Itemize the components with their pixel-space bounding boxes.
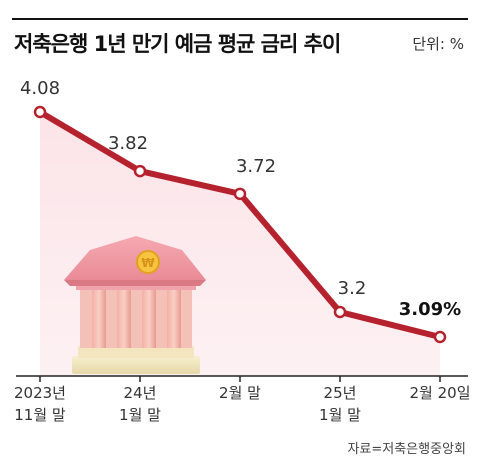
unit-label: 단위: % <box>412 35 464 53</box>
won-coin-icon <box>136 250 160 274</box>
x-tick-label: 1월 말 <box>319 406 361 424</box>
data-label: 3.09% <box>399 299 461 320</box>
data-label: 3.72 <box>236 156 276 177</box>
x-tick-label: 2023년 <box>14 384 66 402</box>
data-label: 4.08 <box>20 78 60 99</box>
source-note: 자료=저축은행중앙회 <box>347 442 466 457</box>
bank-illustration: ₩ <box>64 236 206 374</box>
data-point <box>333 305 347 319</box>
x-tick-label: 25년 <box>324 384 357 402</box>
data-label: 3.82 <box>108 133 148 154</box>
x-tick-label: 1월 말 <box>119 406 161 424</box>
data-point <box>233 187 247 201</box>
x-tick-label: 11월 말 <box>14 406 66 424</box>
data-label: 3.2 <box>338 278 367 299</box>
x-tick-label: 24년 <box>124 384 157 402</box>
x-tick-label: 2월 말 <box>219 384 261 402</box>
x-tick-label: 2월 20일 <box>410 384 471 402</box>
data-point <box>433 330 447 344</box>
data-point <box>133 164 147 178</box>
data-point <box>33 105 47 119</box>
svg-text:₩: ₩ <box>141 256 155 270</box>
chart-title: 저축은행 1년 만기 예금 평균 금리 추이 <box>14 32 341 56</box>
top-rule <box>12 18 468 20</box>
